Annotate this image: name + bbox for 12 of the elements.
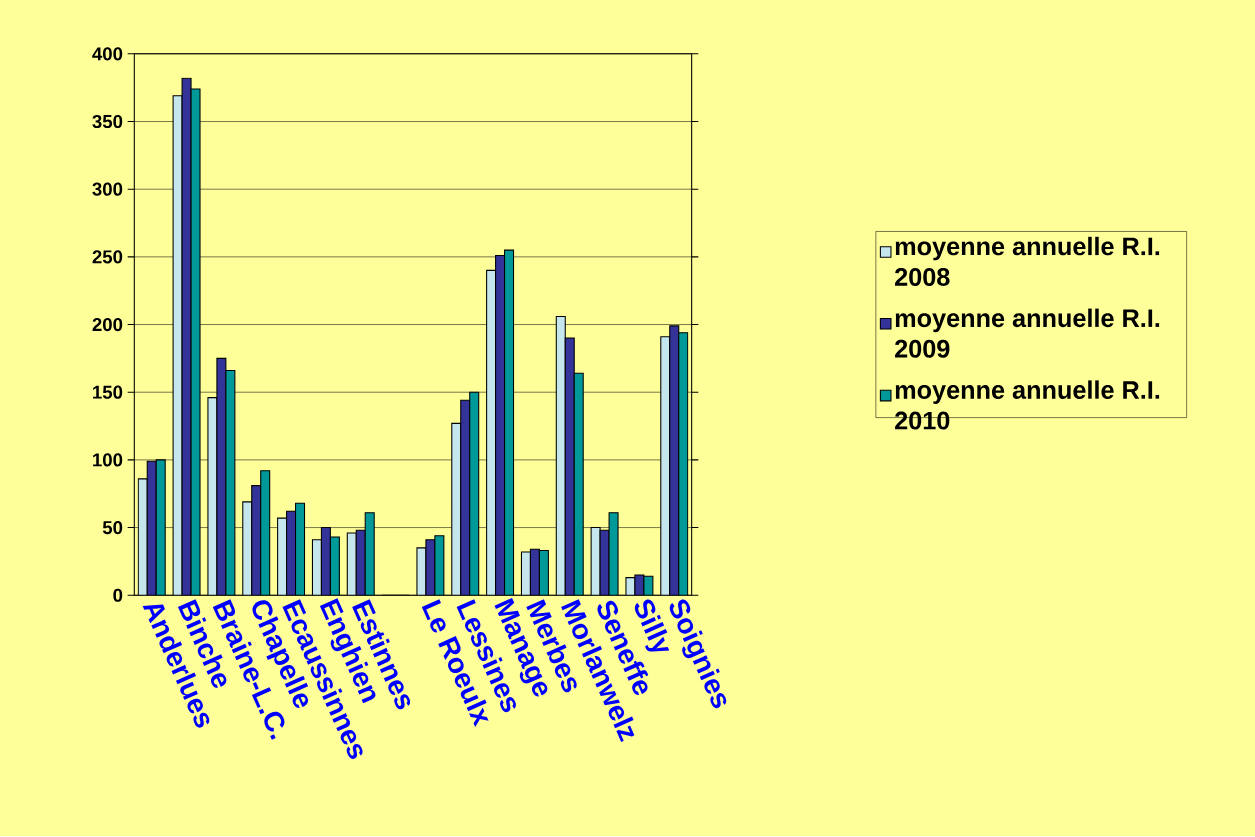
legend-label: moyenne annuelle R.I. 2008 bbox=[895, 237, 1160, 287]
legend-label: moyenne annuelle R.I. 2010 bbox=[895, 380, 1160, 430]
legend-label: moyenne annuelle R.I. 2009 bbox=[895, 308, 1160, 358]
y-tick-label: 50 bbox=[102, 521, 123, 535]
y-tick-label: 250 bbox=[92, 250, 123, 264]
y-tick-label: 200 bbox=[92, 318, 123, 332]
y-tick-label: 100 bbox=[93, 453, 123, 467]
y-tick-label: 400 bbox=[92, 47, 123, 61]
y-tick-label: 300 bbox=[92, 182, 123, 197]
y-tick-label: 350 bbox=[92, 115, 123, 129]
y-tick-label: 150 bbox=[93, 385, 123, 400]
y-tick-label: 0 bbox=[113, 588, 123, 603]
